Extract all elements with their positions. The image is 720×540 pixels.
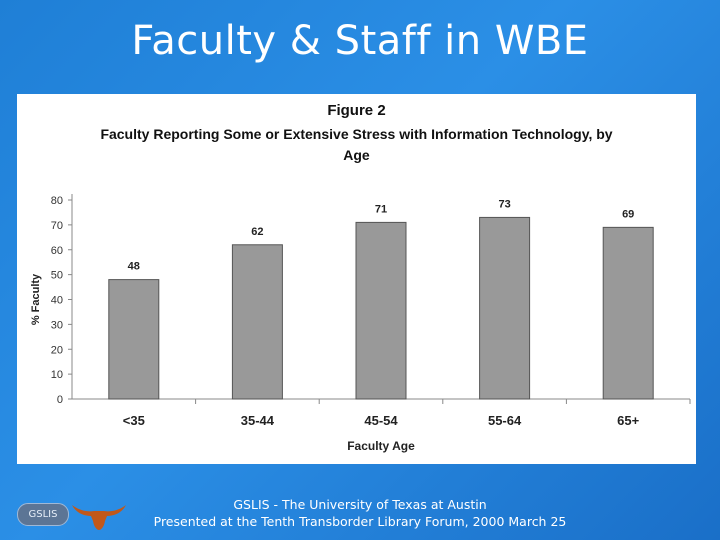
y-tick-label: 40 <box>51 295 63 307</box>
y-tick-label: 70 <box>51 220 63 232</box>
bar <box>231 244 283 400</box>
data-label: 69 <box>622 208 634 220</box>
y-axis-label: % Faculty <box>30 273 42 325</box>
y-tick-label: 50 <box>51 270 63 282</box>
x-axis-label: Faculty Age <box>347 439 415 453</box>
footer-line-1: GSLIS - The University of Texas at Austi… <box>233 497 487 512</box>
x-tick-label: 45-54 <box>364 413 398 428</box>
data-label: 73 <box>498 198 510 210</box>
bar <box>355 221 407 400</box>
y-tick-label: 30 <box>51 319 63 331</box>
data-label: 48 <box>128 261 140 273</box>
x-tick-label: 35-44 <box>241 413 275 428</box>
data-label: 71 <box>375 203 387 215</box>
y-tick-label: 20 <box>51 344 63 356</box>
x-tick-label: 65+ <box>617 413 639 428</box>
slide-title: Faculty & Staff in WBE <box>131 18 589 64</box>
y-tick-label: 80 <box>51 195 63 207</box>
chart-title: Faculty Reporting Some or Extensive Stre… <box>100 126 613 163</box>
y-tick-label: 10 <box>51 369 63 381</box>
chart-panel: Figure 2 Faculty Reporting Some or Exten… <box>17 94 696 464</box>
data-label: 62 <box>251 226 263 238</box>
footer-line-2: Presented at the Tenth Transborder Libra… <box>153 514 567 529</box>
x-tick-label: <35 <box>123 413 145 428</box>
y-tick-label: 60 <box>51 245 63 257</box>
x-tick-label: 55-64 <box>488 413 522 428</box>
bar <box>479 216 531 400</box>
bar-chart: 0 10 20 30 40 50 60 70 80 48 <35 62 35-44 71 45-54 73 55… <box>30 194 691 453</box>
figure-label: Figure 2 <box>327 102 386 119</box>
y-tick-label: 0 <box>57 394 63 406</box>
footer: GSLIS - The University of Texas at Austi… <box>150 496 570 530</box>
longhorn-icon <box>72 505 126 530</box>
bar <box>108 279 160 400</box>
bar <box>602 226 654 400</box>
gslis-logo: GSLIS <box>17 503 69 526</box>
